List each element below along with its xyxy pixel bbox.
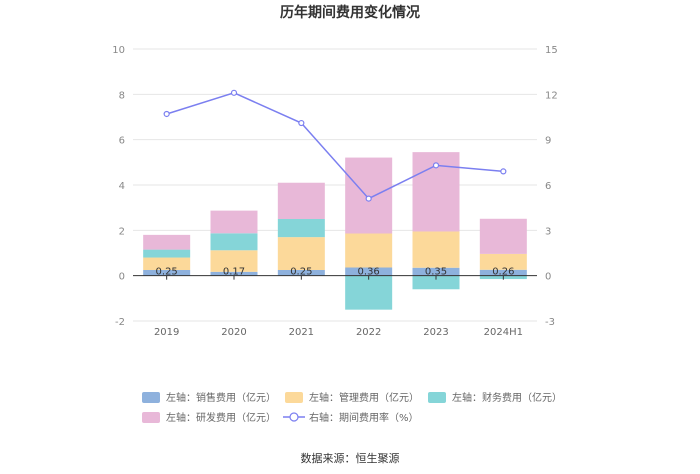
right-axis-tick: 9 bbox=[545, 136, 551, 147]
x-axis-tick: 2024H1 bbox=[484, 327, 523, 338]
bar-segment bbox=[277, 270, 325, 276]
bar-segment bbox=[479, 253, 527, 270]
right-axis-tick: 12 bbox=[545, 90, 558, 101]
legend-label: 左轴：财务费用（亿元） bbox=[452, 391, 562, 404]
left-axis-tick: 0 bbox=[119, 272, 125, 283]
chart-title: 历年期间费用变化情况 bbox=[280, 4, 420, 21]
right-axis-tick: 0 bbox=[545, 272, 551, 283]
bar-segment bbox=[479, 218, 527, 254]
data-label: 0.26 bbox=[492, 267, 514, 278]
bar-segment bbox=[412, 275, 460, 290]
rate-point bbox=[298, 119, 305, 127]
bar-segment bbox=[210, 250, 258, 272]
left-axis-tick: 4 bbox=[119, 181, 125, 192]
left-axis-tick: 2 bbox=[119, 226, 125, 237]
legend-swatch bbox=[142, 412, 160, 423]
bar-segment bbox=[345, 275, 393, 310]
bar-segment bbox=[277, 237, 325, 270]
rate-point bbox=[500, 168, 507, 175]
legend-swatch bbox=[428, 392, 446, 403]
legend-label: 右轴：期间费用率（%） bbox=[309, 411, 419, 424]
legend-label: 左轴：管理费用（亿元） bbox=[309, 391, 419, 404]
rate-point bbox=[432, 162, 440, 169]
legend-line-marker bbox=[289, 412, 299, 422]
rate-point bbox=[163, 110, 170, 118]
right-axis-tick: 15 bbox=[545, 45, 558, 56]
x-axis-tick: 2020 bbox=[221, 327, 246, 338]
bar-segment bbox=[412, 231, 460, 268]
legend-label: 左轴：研发费用（亿元） bbox=[166, 411, 276, 424]
bar-segment bbox=[143, 257, 191, 270]
bar-segment bbox=[210, 210, 258, 234]
left-axis-tick: -2 bbox=[115, 317, 125, 328]
legend-swatch bbox=[142, 392, 160, 403]
data-label: 0.36 bbox=[358, 267, 380, 278]
bar-segment bbox=[277, 182, 325, 219]
right-axis-tick: -3 bbox=[545, 317, 555, 328]
data-label: 0.35 bbox=[425, 267, 447, 278]
bar-segment bbox=[143, 270, 191, 276]
x-axis-tick: 2023 bbox=[423, 327, 448, 338]
bar-segment bbox=[143, 234, 191, 250]
right-axis-tick: 6 bbox=[545, 181, 551, 192]
rate-line bbox=[166, 92, 504, 200]
x-axis-tick: 2022 bbox=[356, 327, 381, 338]
bar-segment bbox=[277, 219, 325, 238]
bar-segment bbox=[345, 233, 393, 268]
left-axis-tick: 8 bbox=[119, 90, 125, 101]
left-axis-tick: 10 bbox=[112, 45, 125, 56]
right-axis-tick: 3 bbox=[545, 226, 551, 237]
legend-label: 左轴：销售费用（亿元） bbox=[166, 391, 276, 404]
data-label: 0.17 bbox=[223, 267, 245, 278]
data-label: 0.25 bbox=[290, 267, 312, 278]
data-label: 0.25 bbox=[156, 267, 178, 278]
bar-segment bbox=[210, 271, 258, 276]
bar-segment bbox=[210, 233, 258, 251]
bar-segment bbox=[412, 267, 460, 276]
rate-point bbox=[365, 195, 372, 202]
x-axis-tick: 2021 bbox=[289, 327, 314, 338]
data-source: 数据来源：恒生聚源 bbox=[301, 451, 400, 465]
bar-segment bbox=[345, 267, 393, 276]
bar-segment bbox=[143, 249, 191, 258]
left-axis-tick: 6 bbox=[119, 136, 125, 147]
x-axis-tick: 2019 bbox=[154, 327, 179, 338]
rate-point bbox=[230, 89, 238, 96]
bar-segment bbox=[479, 269, 527, 276]
legend-swatch bbox=[285, 392, 303, 403]
